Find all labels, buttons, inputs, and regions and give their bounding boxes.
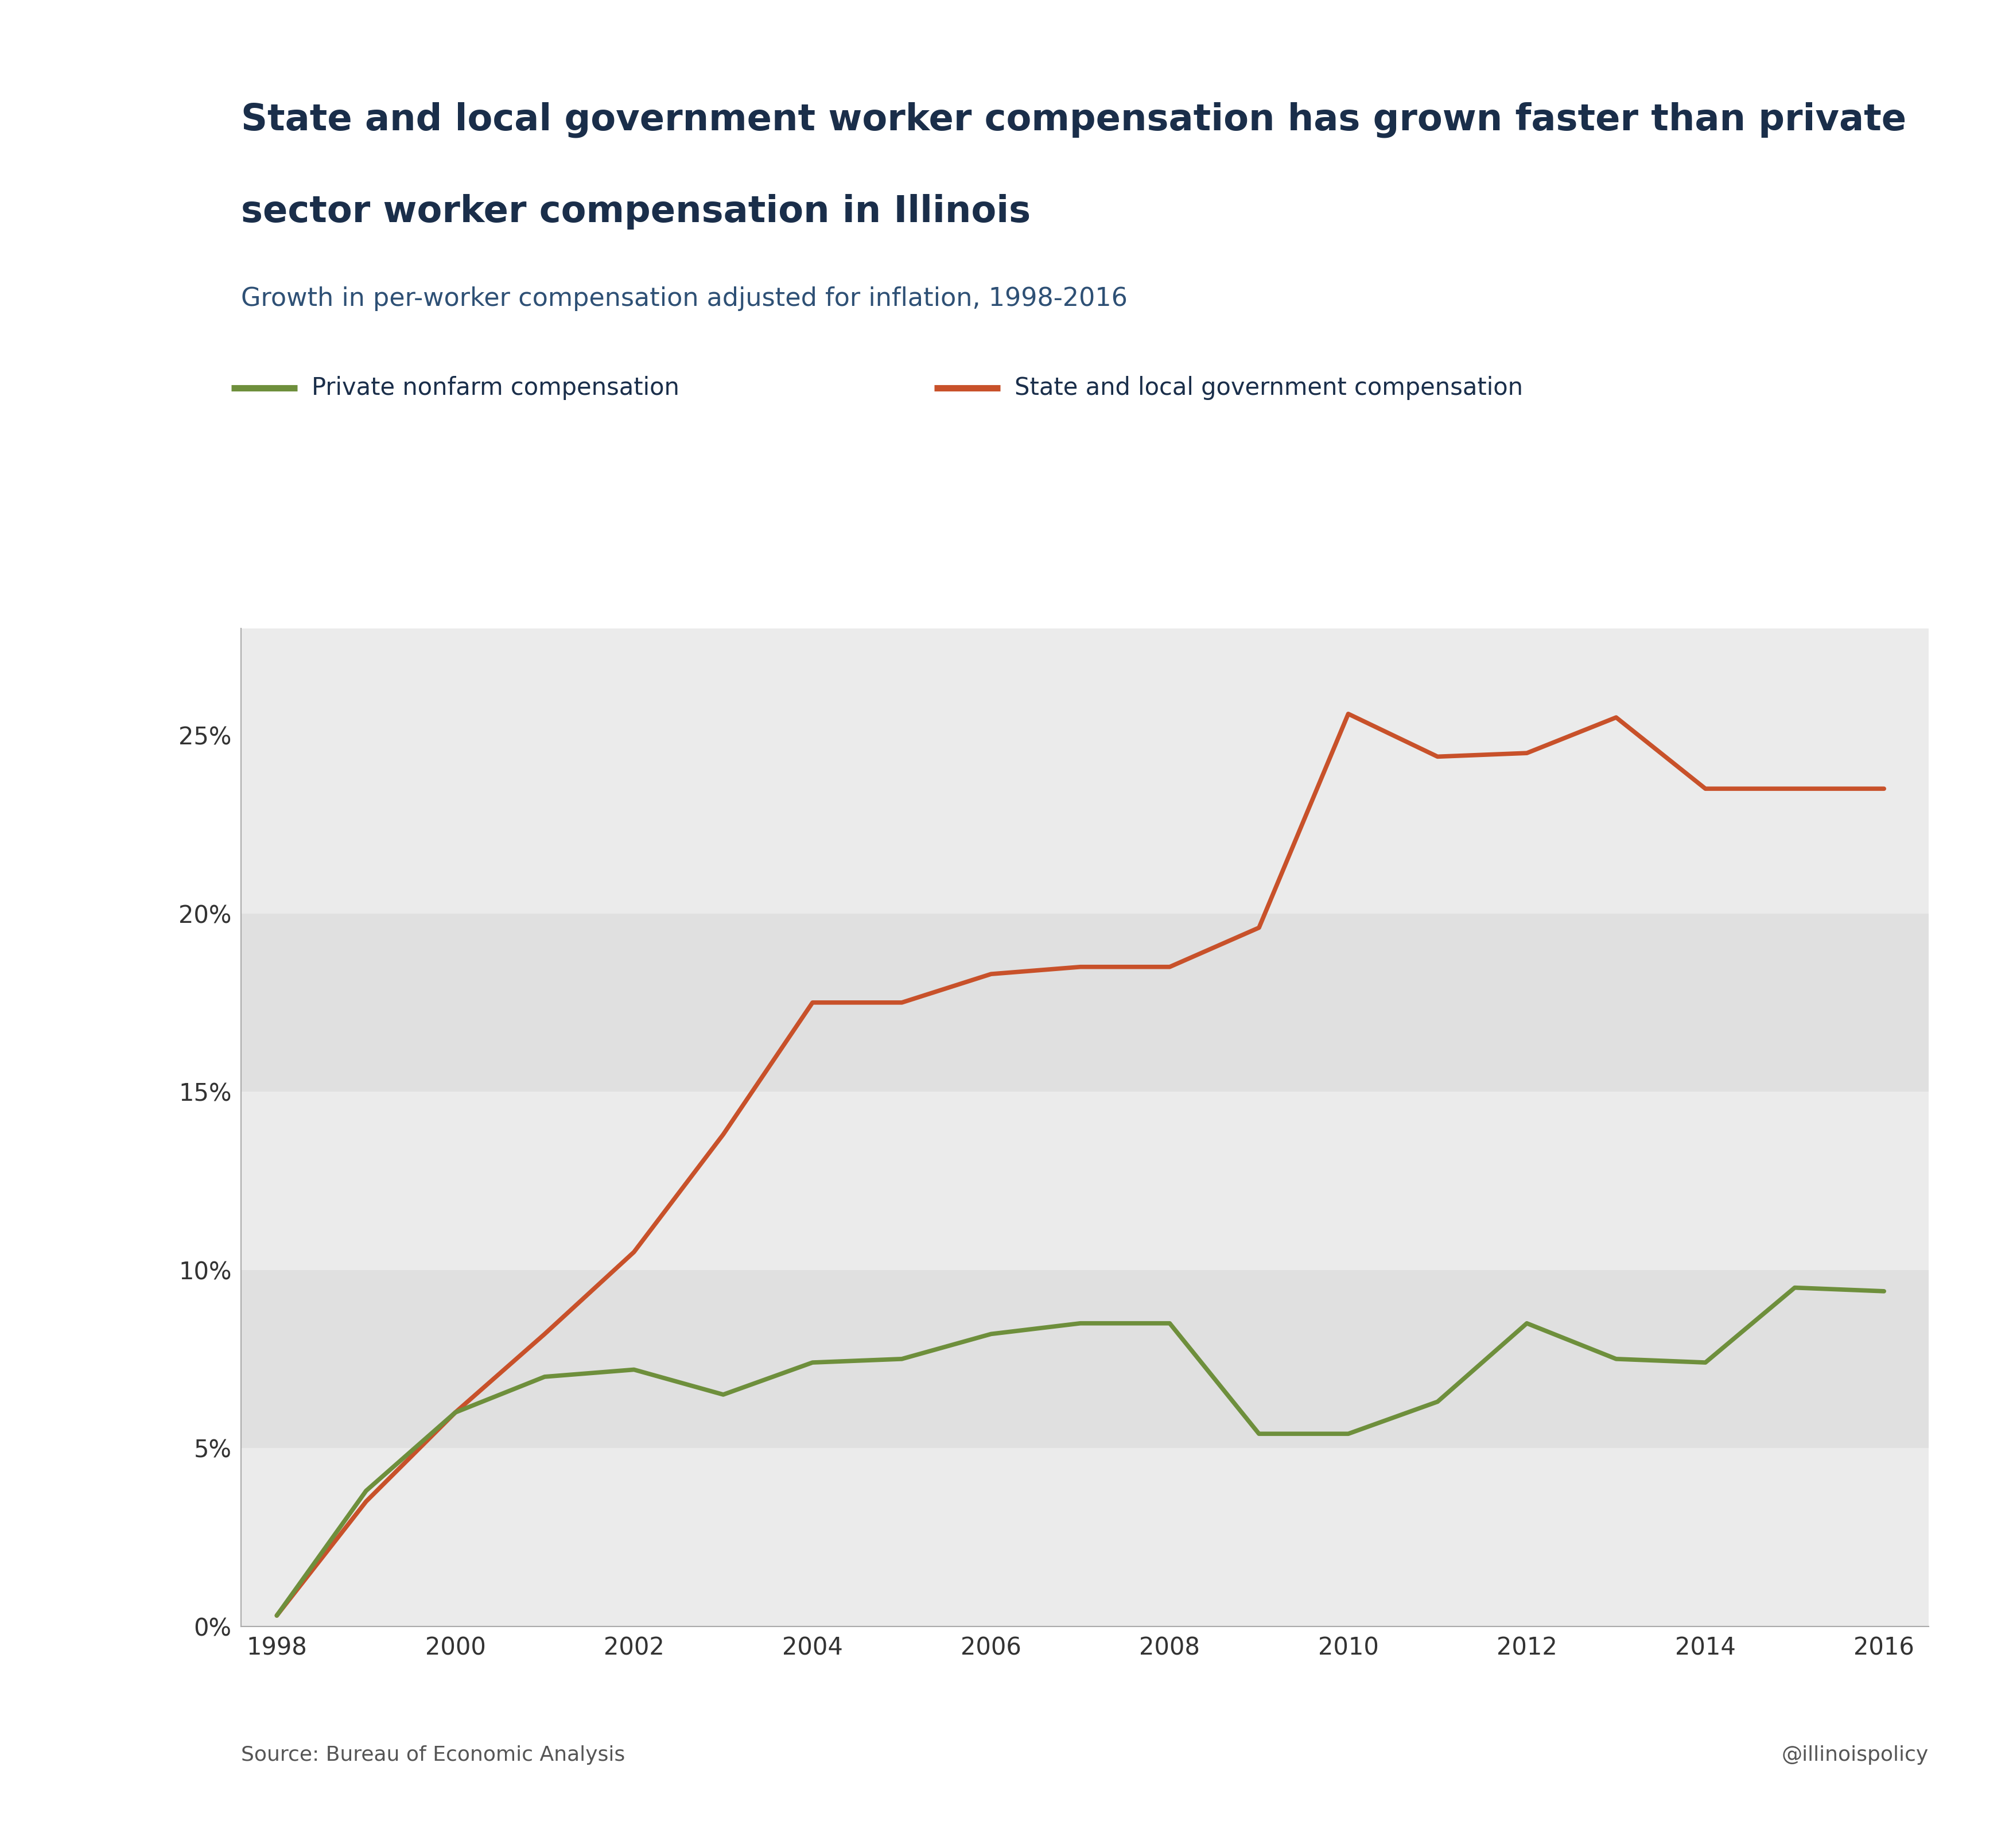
Text: Private nonfarm compensation: Private nonfarm compensation bbox=[311, 375, 679, 401]
Text: Source: Bureau of Economic Analysis: Source: Bureau of Economic Analysis bbox=[241, 1745, 625, 1765]
Bar bbox=[241, 1270, 1929, 1449]
Bar bbox=[241, 1092, 1929, 1270]
Bar bbox=[241, 1449, 1929, 1626]
Text: @illinoispolicy: @illinoispolicy bbox=[1782, 1745, 1929, 1765]
Text: State and local government compensation: State and local government compensation bbox=[1015, 375, 1523, 401]
Bar bbox=[241, 628, 1929, 736]
Text: sector worker compensation in Illinois: sector worker compensation in Illinois bbox=[241, 194, 1031, 229]
Bar bbox=[241, 913, 1929, 1092]
Text: State and local government worker compensation has grown faster than private: State and local government worker compen… bbox=[241, 102, 1907, 137]
Bar bbox=[241, 736, 1929, 913]
Text: Growth in per-worker compensation adjusted for inflation, 1998-2016: Growth in per-worker compensation adjust… bbox=[241, 286, 1127, 310]
